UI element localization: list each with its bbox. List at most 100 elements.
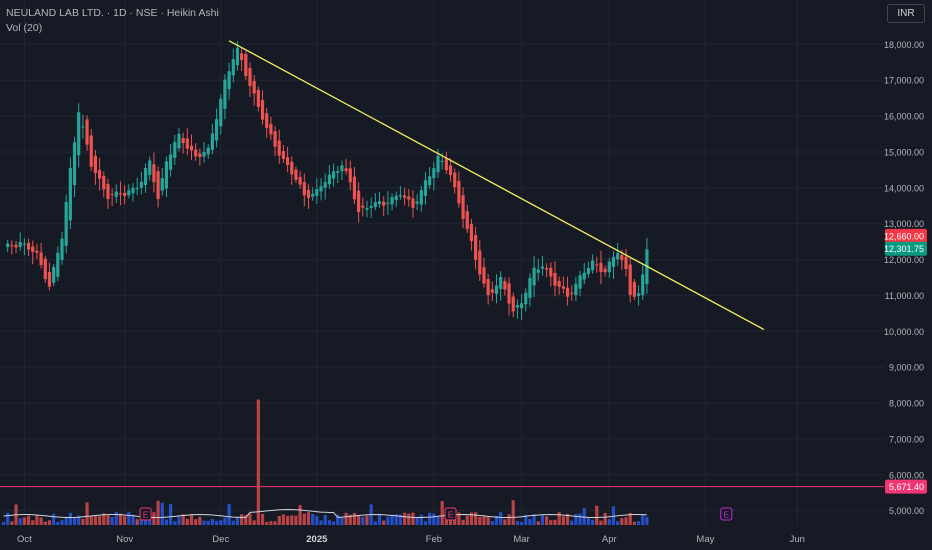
symbol-title[interactable]: NEULAND LAB LTD. · 1D · NSE · Heikin Ash… xyxy=(6,7,219,19)
volume-bar xyxy=(290,515,294,525)
candle-body xyxy=(432,168,436,179)
volume-bar xyxy=(206,520,210,525)
candle-body xyxy=(52,266,56,283)
candle-body xyxy=(507,283,511,304)
candle-body xyxy=(198,153,202,158)
candle-body xyxy=(632,281,636,297)
candle-body xyxy=(177,133,181,149)
volume-bar xyxy=(645,516,649,525)
candle-body xyxy=(106,184,110,200)
candle-body xyxy=(570,292,574,294)
volume-bar xyxy=(173,521,177,525)
candle-body xyxy=(490,289,494,293)
candle-body xyxy=(549,267,553,277)
volume-bar xyxy=(536,521,540,525)
volume-bar xyxy=(469,512,474,525)
price-label-text: 12,301.75 xyxy=(884,244,924,254)
candle-body xyxy=(265,113,269,128)
volume-bar xyxy=(298,505,302,525)
candle-body xyxy=(269,123,273,135)
volume-bar xyxy=(106,515,110,525)
candle-body xyxy=(169,154,173,170)
candle-body xyxy=(231,59,235,76)
volume-bar xyxy=(603,512,607,525)
currency-button[interactable]: INR xyxy=(887,4,925,23)
volume-bar xyxy=(260,513,265,525)
candle-body xyxy=(81,126,85,128)
time-axis-label: Feb xyxy=(426,534,442,545)
candle-body xyxy=(390,197,394,205)
earnings-marker xyxy=(139,507,152,521)
candle-body xyxy=(102,175,106,190)
candle-body xyxy=(290,161,294,175)
volume-bar xyxy=(428,512,432,525)
candle-body xyxy=(110,194,114,196)
volume-bar xyxy=(365,515,369,525)
volume-bar xyxy=(382,520,386,525)
earnings-marker-label: E xyxy=(143,510,149,520)
volume-bar xyxy=(545,516,549,525)
candle-body xyxy=(519,303,524,309)
time-axis-label: Oct xyxy=(17,534,32,545)
time-axis-label: Apr xyxy=(602,534,617,545)
candle-body xyxy=(160,178,164,191)
volume-ma-line xyxy=(3,508,647,518)
candle-body xyxy=(298,177,302,185)
volume-bar xyxy=(419,514,423,525)
candle-body xyxy=(595,264,599,266)
volume-bar xyxy=(219,520,223,525)
volume-bar xyxy=(286,515,290,525)
volume-bar xyxy=(85,502,89,525)
volume-bar xyxy=(565,513,570,525)
volume-bar xyxy=(143,519,148,525)
price-axis-label: 11,000.00 xyxy=(885,291,924,301)
volume-bar xyxy=(114,512,118,525)
time-axis-label: Nov xyxy=(116,534,133,545)
time-axis-label: Jun xyxy=(790,534,805,545)
volume-bar xyxy=(494,516,499,525)
candle-body xyxy=(457,181,461,204)
candle-body xyxy=(402,195,407,198)
price-axis-label: 17,000.00 xyxy=(884,76,924,86)
candle-body xyxy=(273,131,277,147)
time-axis-label: Mar xyxy=(513,534,529,545)
price-label-badge xyxy=(885,479,927,494)
candle-body xyxy=(436,155,440,173)
volume-bar xyxy=(6,512,10,525)
candle-body xyxy=(361,205,365,208)
price-axis-label: 16,000.00 xyxy=(884,112,924,122)
candle-body xyxy=(219,98,223,127)
volume-bar xyxy=(89,516,93,525)
volume-bar xyxy=(574,513,578,525)
volume-bar xyxy=(185,518,189,525)
volume-bar xyxy=(515,520,519,525)
volume-bar xyxy=(294,515,298,525)
candle-body xyxy=(611,256,616,267)
candle-body xyxy=(344,168,348,172)
volume-bar xyxy=(131,514,135,525)
candle-body xyxy=(482,267,486,284)
volume-bar xyxy=(465,515,469,525)
candle-body xyxy=(532,267,536,286)
candle-body xyxy=(294,169,298,180)
candle-body xyxy=(10,245,14,247)
candle-body xyxy=(311,193,315,197)
candle-body xyxy=(536,269,540,273)
candle-body xyxy=(377,201,382,205)
candle-body xyxy=(515,305,519,308)
volume-bar xyxy=(177,516,181,525)
volume-bar xyxy=(590,519,595,525)
candle-body xyxy=(114,191,118,197)
volume-bar xyxy=(377,513,382,525)
candle-body xyxy=(77,112,81,156)
volume-bar xyxy=(595,505,599,525)
candle-body xyxy=(557,281,561,287)
candle-body xyxy=(590,260,595,271)
earnings-marker-label: E xyxy=(448,510,454,520)
candle-body xyxy=(394,195,398,201)
volume-bar xyxy=(448,516,453,525)
volume-indicator-label[interactable]: Vol (20) xyxy=(6,22,43,34)
volume-bar xyxy=(549,520,553,525)
